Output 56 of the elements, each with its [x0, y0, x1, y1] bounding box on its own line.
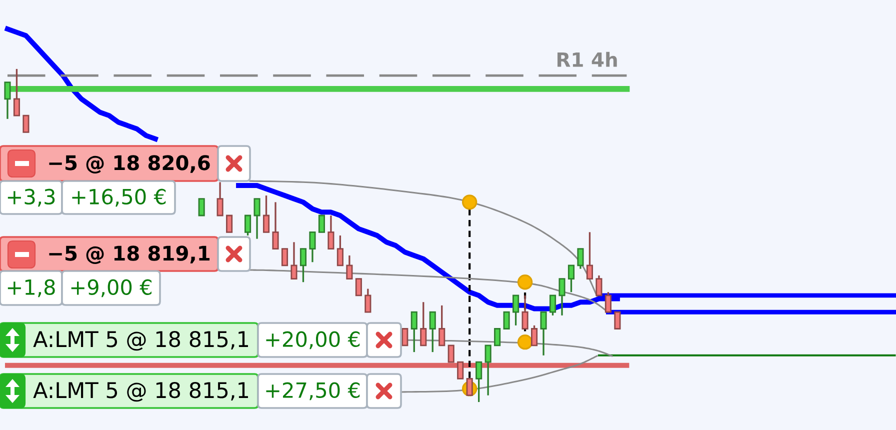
- point: [517, 274, 533, 290]
- series-label: R1 4h: [558, 52, 617, 67]
- point: [517, 334, 533, 350]
- candlestick: [420, 301, 427, 346]
- candlestick: [604, 291, 612, 313]
- annotation: +3,3: [8, 188, 55, 207]
- candlestick: [309, 231, 316, 263]
- candlestick: [13, 68, 20, 116]
- candlestick: [355, 278, 362, 296]
- candlestick: [596, 274, 602, 296]
- annotation: −5 @ 18 820,6: [49, 155, 210, 174]
- candlestick: [328, 214, 334, 250]
- annotation: −5 @ 18 819,1: [49, 246, 210, 264]
- candlestick: [503, 311, 510, 330]
- candlestick: [558, 278, 566, 316]
- candlestick: [549, 294, 556, 316]
- annotation: +1,8: [8, 279, 55, 298]
- candlestick: [254, 198, 260, 240]
- candlestick: [429, 311, 436, 353]
- candlestick: [530, 324, 538, 346]
- candlestick: [281, 248, 288, 266]
- annotation: A:LMT 5 @ 18 815,1: [33, 330, 248, 351]
- candlestick: [22, 114, 30, 133]
- candlestick: [216, 181, 224, 216]
- candlestick: [457, 361, 464, 380]
- candlestick: [512, 294, 520, 326]
- candlestick: [300, 248, 307, 283]
- annotation: +9,00 €: [71, 279, 152, 298]
- candlestick: [402, 328, 408, 346]
- annotation: +27,50 €: [266, 382, 360, 400]
- candlestick: [614, 311, 621, 330]
- candlestick: [568, 264, 575, 293]
- candlestick: [364, 288, 372, 313]
- candlestick: [466, 378, 473, 396]
- candlestick: [484, 344, 492, 396]
- candlestick: [346, 254, 353, 280]
- candlestick: [272, 201, 279, 250]
- candlestick: [244, 214, 252, 236]
- candlestick: [540, 311, 547, 356]
- candlestick: [586, 231, 594, 280]
- candlestick: [262, 194, 270, 233]
- candlestick: [410, 311, 418, 353]
- annotation: +20,00 €: [266, 331, 360, 350]
- point: [462, 194, 478, 210]
- candlestick: [577, 248, 584, 270]
- candlestick: [476, 361, 482, 403]
- annotation: A:LMT 5 @ 18 815,1: [33, 382, 248, 402]
- candlestick: [318, 214, 325, 233]
- candlestick: [438, 304, 446, 346]
- candlestick: [336, 234, 344, 266]
- candlestick: [290, 241, 298, 280]
- candlestick: [448, 344, 454, 363]
- annotation: +16,50 €: [72, 188, 166, 207]
- candlestick: [226, 214, 233, 233]
- candlestick: [494, 328, 501, 346]
- candlestick: [198, 198, 205, 216]
